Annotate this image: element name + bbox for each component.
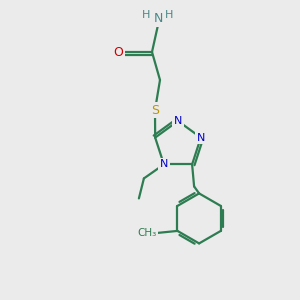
Text: H: H bbox=[165, 10, 173, 20]
Text: O: O bbox=[113, 46, 123, 59]
Text: N: N bbox=[174, 116, 182, 126]
Text: N: N bbox=[160, 159, 168, 170]
Text: CH₃: CH₃ bbox=[138, 228, 157, 238]
Text: N: N bbox=[153, 13, 163, 26]
Text: N: N bbox=[196, 133, 205, 142]
Text: H: H bbox=[142, 10, 150, 20]
Text: S: S bbox=[151, 103, 159, 116]
